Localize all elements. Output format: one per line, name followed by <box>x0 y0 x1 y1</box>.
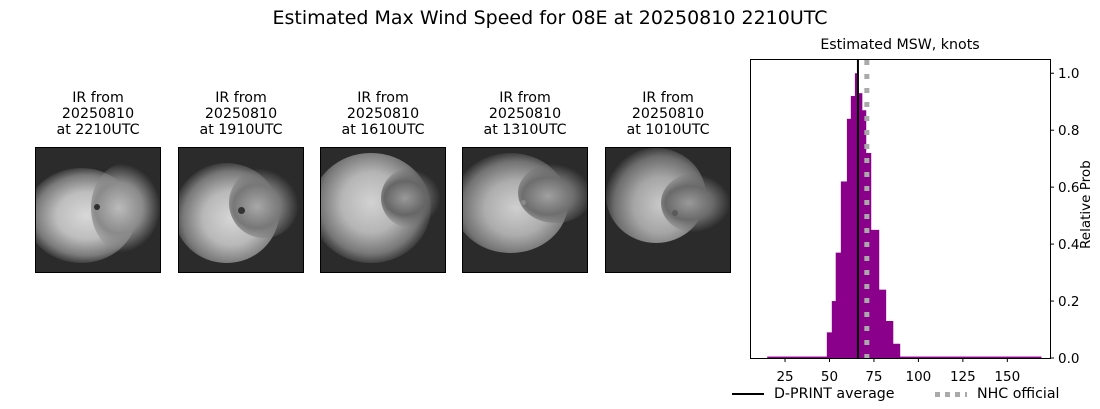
title-line: IR from <box>215 90 267 106</box>
title-line: at 1610UTC <box>341 122 425 138</box>
title-line: IR from <box>499 90 551 106</box>
histogram-bar <box>899 356 1042 358</box>
histogram-bar <box>878 289 887 358</box>
satellite-ir-image <box>320 147 446 273</box>
satellite-ir-image <box>605 147 731 273</box>
histogram-bar <box>870 229 880 358</box>
title-line: 20250810 <box>488 106 562 122</box>
legend-label: NHC official <box>977 386 1060 402</box>
histogram-bar <box>831 301 837 358</box>
histogram-bar <box>767 356 828 358</box>
thumbnail-title: IR from 20250810 at 1310UTC <box>455 90 595 138</box>
histogram-bar <box>892 343 901 358</box>
title-line: 20250810 <box>631 106 705 122</box>
reference-lines <box>856 59 870 358</box>
y-tick-label: 0.6 <box>1058 180 1079 196</box>
y-tick-label: 0.2 <box>1058 294 1079 310</box>
y-tick-label: 1.0 <box>1058 66 1079 82</box>
x-tick-label: 50 <box>821 369 838 385</box>
chart-title: Estimated MSW, knots <box>820 37 980 53</box>
title-line: 20250810 <box>204 106 278 122</box>
histogram-bar <box>846 118 852 358</box>
histogram-bar <box>826 332 833 358</box>
title-line: IR from <box>357 90 409 106</box>
histogram-bar <box>885 320 894 358</box>
title-line: 20250810 <box>346 106 420 122</box>
histogram-bars <box>767 73 1042 359</box>
satellite-ir-image <box>178 147 304 273</box>
x-tick-label: 100 <box>906 369 932 385</box>
histogram-bar <box>862 110 867 358</box>
y-axis-label: Relative Prob <box>1078 160 1094 249</box>
y-tick-label: 0.0 <box>1058 351 1079 367</box>
title-line: at 1310UTC <box>483 122 567 138</box>
histogram-bar <box>857 93 863 359</box>
x-tick-label: 25 <box>776 369 793 385</box>
thumbnail-title: IR from 20250810 at 1010UTC <box>598 90 738 138</box>
satellite-ir-image <box>35 147 161 273</box>
thumbnail-title: IR from 20250810 at 1610UTC <box>313 90 453 138</box>
legend-item-dprint: D-PRINT average <box>732 386 895 402</box>
plot-frame <box>750 59 1051 359</box>
legend-label: D-PRINT average <box>774 386 895 402</box>
title-line: 20250810 <box>61 106 135 122</box>
x-tick-label: 75 <box>865 369 882 385</box>
satellite-ir-image <box>462 147 588 273</box>
title-line: IR from <box>72 90 124 106</box>
y-axis-ticks: 0.0 0.2 0.4 0.6 0.8 1.0 <box>1050 66 1079 367</box>
x-axis-ticks: 25 50 75 100 125 150 <box>776 358 1020 385</box>
figure-title: Estimated Max Wind Speed for 08E at 2025… <box>272 7 828 29</box>
histogram-bar <box>854 73 859 358</box>
dotted-line-icon <box>935 391 967 397</box>
y-tick-label: 0.8 <box>1058 123 1079 139</box>
histogram-bar <box>840 181 848 358</box>
legend-item-nhc: NHC official <box>935 386 1059 402</box>
title-line: at 1910UTC <box>199 122 283 138</box>
thumbnail-title: IR from 20250810 at 2210UTC <box>28 90 168 138</box>
title-line: at 1010UTC <box>626 122 710 138</box>
title-line: IR from <box>642 90 694 106</box>
histogram-bar <box>865 152 872 358</box>
y-tick-label: 0.4 <box>1058 237 1079 253</box>
x-tick-label: 125 <box>950 369 976 385</box>
x-tick-label: 150 <box>994 369 1020 385</box>
histogram-bar <box>835 252 842 358</box>
title-line: at 2210UTC <box>56 122 140 138</box>
thumbnail-title: IR from 20250810 at 1910UTC <box>171 90 311 138</box>
solid-line-icon <box>732 393 764 395</box>
histogram-bar <box>850 96 856 359</box>
